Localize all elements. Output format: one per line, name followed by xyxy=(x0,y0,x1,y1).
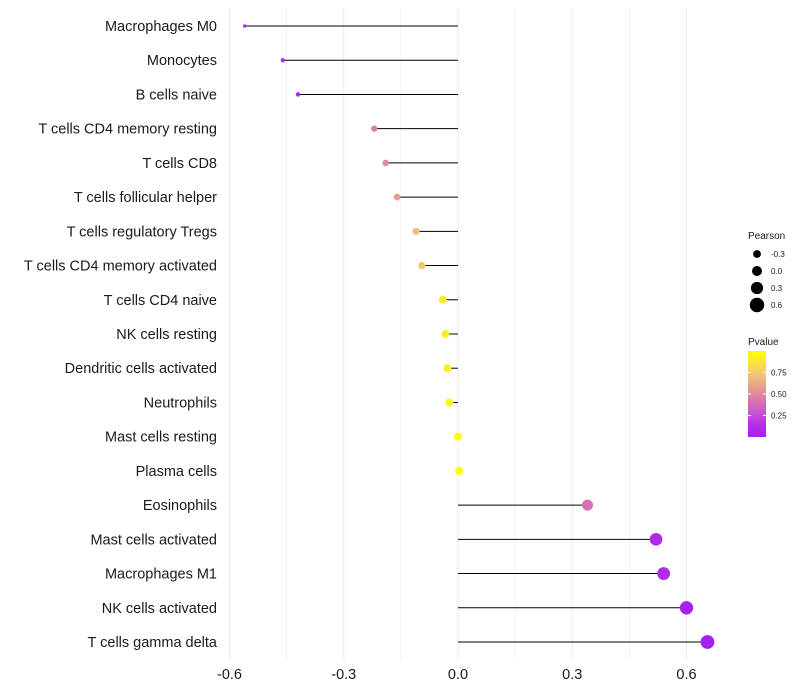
x-tick-label: 0.6 xyxy=(676,667,696,683)
lollipop-point xyxy=(295,92,301,97)
category-label: Mast cells resting xyxy=(105,430,217,446)
category-label: T cells regulatory Tregs xyxy=(67,224,217,240)
pvalue-colorbar xyxy=(748,351,766,437)
y-axis-tick-labels: Macrophages M0 Monocytes B cells naive T ce… xyxy=(24,19,218,651)
category-label: Macrophages M0 xyxy=(105,19,217,35)
category-label: Neutrophils xyxy=(144,395,217,411)
lollipop-point xyxy=(393,193,401,201)
category-label: T cells gamma delta xyxy=(88,635,218,651)
lollipop-point xyxy=(371,125,378,132)
lollipop-point xyxy=(441,330,450,338)
lollipop-point xyxy=(700,635,715,649)
lollipop-stems xyxy=(244,25,708,643)
category-label: Mast cells activated xyxy=(90,532,217,548)
category-label: T cells CD4 memory activated xyxy=(24,259,217,275)
lollipop-point xyxy=(649,533,663,546)
pvalue-color-legend: Pvalue 0.25 0.50 0.75 xyxy=(748,337,787,437)
pvalue-legend-title: Pvalue xyxy=(748,337,779,348)
category-label: Monocytes xyxy=(147,53,217,69)
lollipop-point xyxy=(280,58,285,63)
lollipop-point xyxy=(455,466,464,475)
lollipop-point xyxy=(581,499,594,511)
pearson-legend-label: -0.3 xyxy=(771,250,785,259)
pearson-size-legend: Pearson -0.3 0.0 0.3 0.6 xyxy=(748,231,785,313)
pearson-legend-label: 0.6 xyxy=(771,301,783,310)
lollipop-point xyxy=(243,24,247,28)
lollipop-point xyxy=(453,432,463,441)
category-label: T cells CD4 naive xyxy=(104,293,217,309)
category-label: T cells CD8 xyxy=(142,156,217,172)
pearson-legend-key xyxy=(750,281,764,295)
lollipop-point xyxy=(418,261,426,270)
category-label: Dendritic cells activated xyxy=(65,361,217,377)
category-label: B cells naive xyxy=(136,87,217,103)
lollipop-point xyxy=(382,159,389,167)
lollipop-point xyxy=(438,295,447,304)
pearson-legend-label: 0.3 xyxy=(771,284,783,293)
pearson-legend-key xyxy=(749,297,765,313)
category-label: NK cells activated xyxy=(102,601,217,617)
x-tick-label: 0.0 xyxy=(448,667,468,683)
pearson-legend-label: 0.0 xyxy=(771,267,783,276)
category-label: Plasma cells xyxy=(136,464,217,480)
lollipop-point xyxy=(657,567,671,580)
lollipop-point xyxy=(445,398,454,407)
x-tick-label: -0.6 xyxy=(217,667,242,683)
lollipop-point xyxy=(412,227,420,235)
pvalue-legend-label: 0.25 xyxy=(771,412,787,421)
pvalue-legend-label: 0.50 xyxy=(771,390,787,399)
pearson-legend-title: Pearson xyxy=(748,231,785,242)
lollipop-point xyxy=(679,601,694,615)
category-label: NK cells resting xyxy=(116,327,217,343)
lollipop-points xyxy=(243,24,715,649)
category-label: T cells follicular helper xyxy=(74,190,217,206)
category-label: T cells CD4 memory resting xyxy=(38,122,217,138)
x-tick-label: -0.3 xyxy=(331,667,356,683)
pvalue-legend-label: 0.75 xyxy=(771,369,787,378)
pearson-legend-key xyxy=(751,265,763,277)
category-label: Macrophages M1 xyxy=(105,567,217,583)
lollipop-point xyxy=(443,364,452,373)
category-label: Eosinophils xyxy=(143,498,217,514)
x-tick-label: 0.3 xyxy=(562,667,582,683)
pearson-legend-key xyxy=(753,250,761,258)
x-axis-tick-labels: -0.6 -0.3 0.0 0.3 0.6 xyxy=(217,667,697,683)
